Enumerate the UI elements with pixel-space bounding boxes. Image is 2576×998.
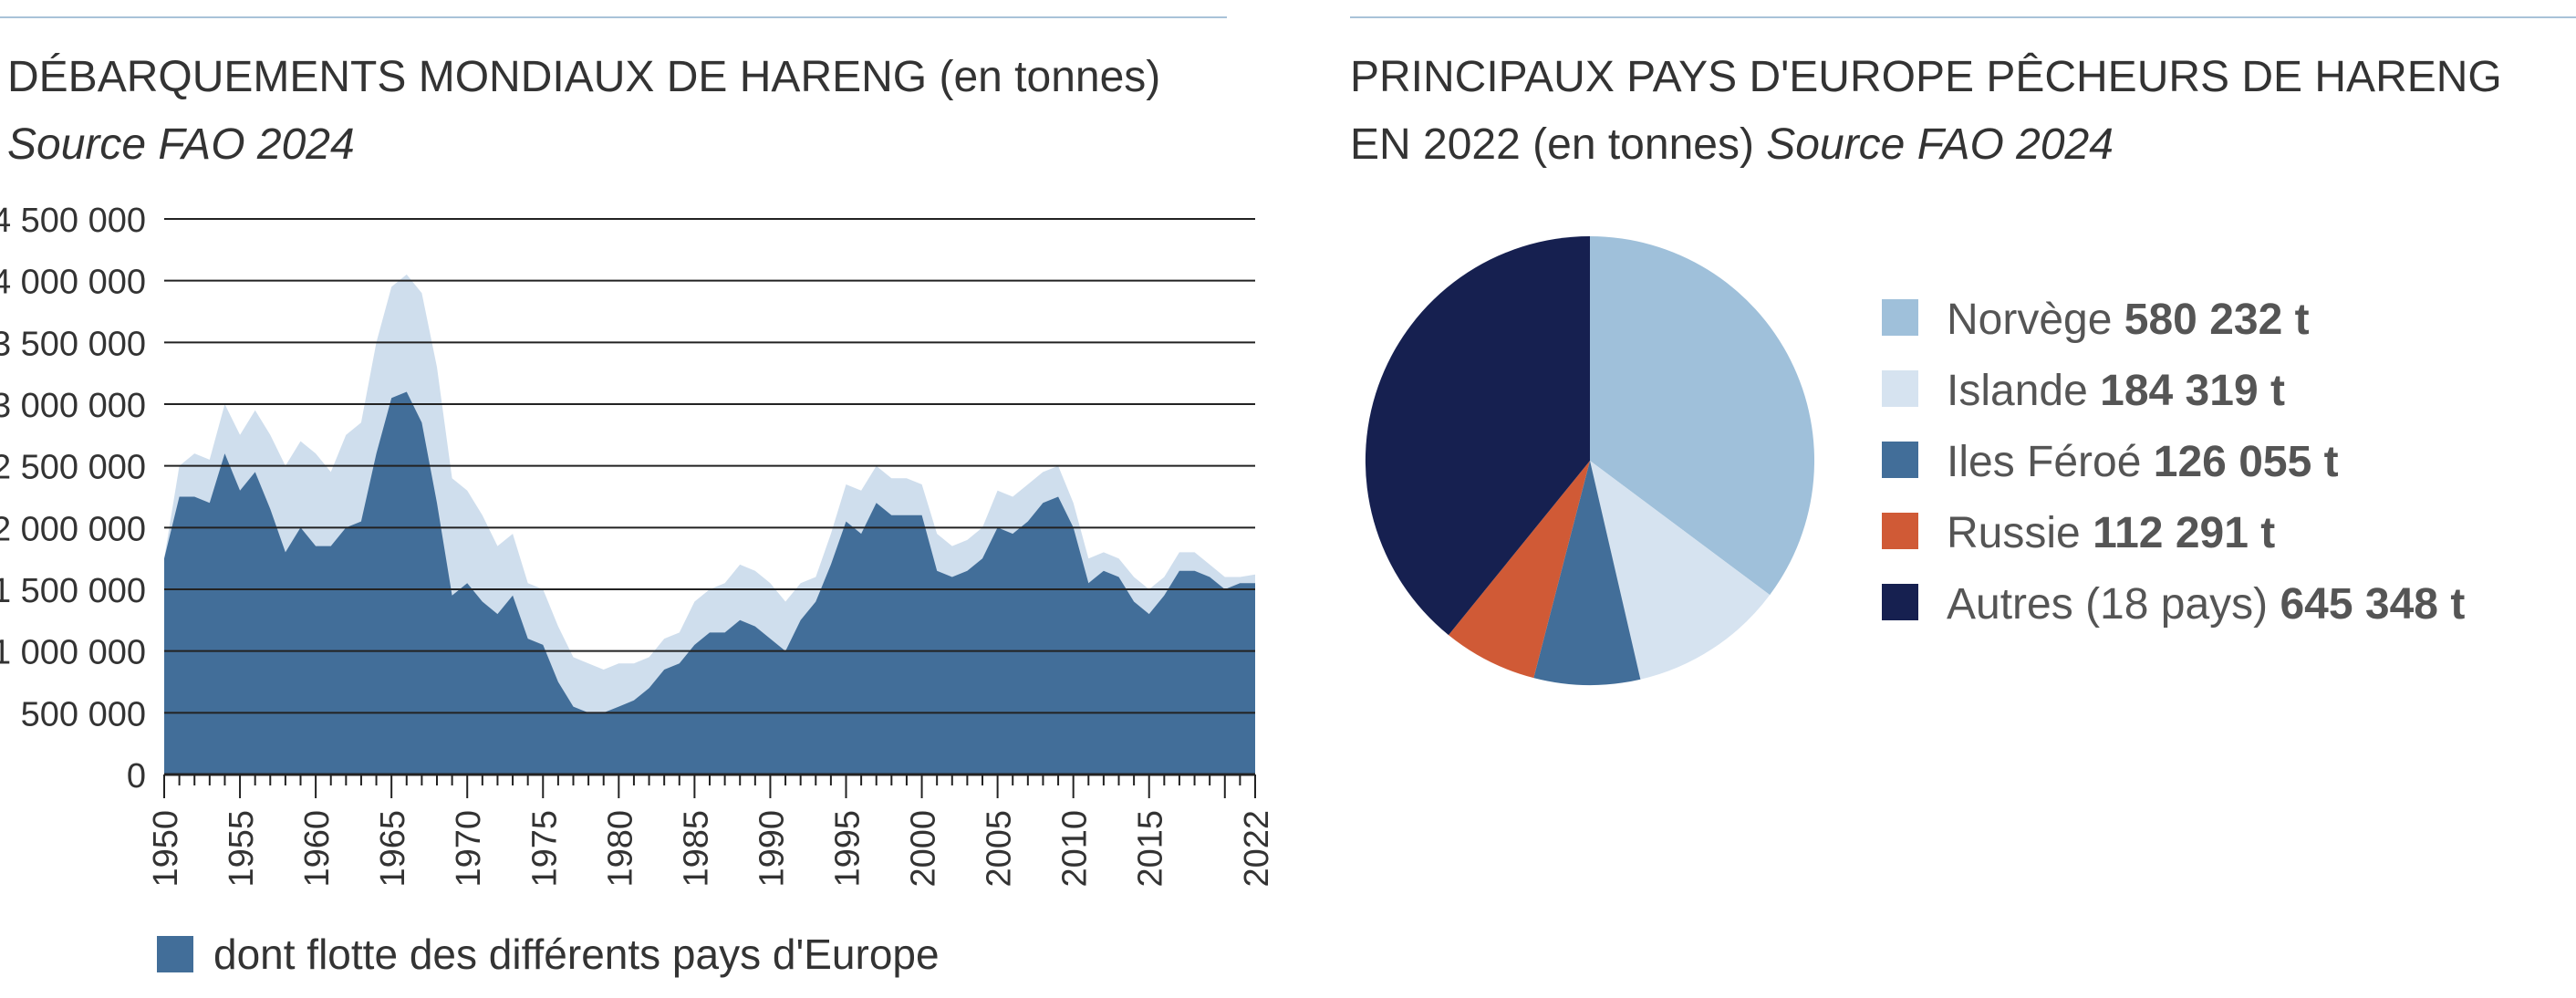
x-tick-label: 2005: [981, 810, 1019, 888]
y-tick-label: 1 500 000: [0, 572, 146, 610]
y-tick-label: 2 000 000: [0, 510, 146, 548]
legend-value: 126 055 t: [2154, 438, 2339, 486]
legend-name: Islande: [1947, 367, 2100, 415]
pie-legend: Norvège 580 232 t Islande 184 319 t Iles F…: [1882, 296, 2465, 629]
y-axis-labels: 0 500 000 1 000 000 1 500 000 2 000 000 2 500…: [0, 202, 146, 795]
legend-entry: Iles Féroé 126 055 t: [1947, 438, 2339, 486]
legend-swatch: [1882, 584, 1918, 620]
right-title-line2: EN 2022: [1350, 120, 1521, 169]
y-tick-label: 1 000 000: [0, 634, 146, 672]
x-tick-label: 1955: [223, 810, 261, 888]
legend-entry: Autres (18 pays) 645 348 t: [1947, 580, 2465, 629]
legend-entry: Islande 184 319 t: [1947, 367, 2285, 415]
x-tick-label: 1970: [450, 810, 488, 888]
right-title-source: Source FAO 2024: [1766, 120, 2114, 169]
legend-swatch: [1882, 370, 1918, 407]
x-tick-label: 1990: [753, 810, 791, 888]
right-title-line1: PRINCIPAUX PAYS D'EUROPE PÊCHEURS DE HAR…: [1350, 53, 2502, 101]
x-tick-label: 2015: [1132, 810, 1170, 888]
legend-value: 112 291 t: [2093, 509, 2275, 557]
pie-chart: [1365, 235, 1815, 685]
left-title-source: Source FAO 2024: [7, 120, 355, 169]
legend-name: Iles Féroé: [1947, 438, 2154, 486]
x-tick-label: 2022: [1238, 810, 1276, 888]
right-title-unit: (en tonnes): [1520, 120, 1767, 169]
left-title-unit: (en tonnes): [927, 53, 1161, 101]
x-tick-label: 1965: [374, 810, 412, 888]
x-tick-label: 1960: [298, 810, 337, 888]
right-chart-title: PRINCIPAUX PAYS D'EUROPE PÊCHEURS DE HAR…: [1350, 44, 2502, 179]
left-top-rule: [0, 16, 1227, 18]
legend-swatch-europe: [157, 936, 193, 972]
left-title-main: DÉBARQUEMENTS MONDIAUX DE HARENG: [7, 53, 928, 101]
y-tick-label: 500 000: [21, 695, 146, 733]
x-tick-label: 2010: [1056, 810, 1095, 888]
x-tick-label: 1980: [601, 810, 639, 888]
legend-value: 580 232 t: [2124, 296, 2310, 344]
legend-entry: Norvège 580 232 t: [1947, 296, 2310, 344]
legend-swatch: [1882, 299, 1918, 336]
area-chart: 0 500 000 1 000 000 1 500 000 2 000 000 2 500…: [0, 202, 1276, 978]
legend-value: 645 348 t: [2280, 580, 2465, 629]
x-tick-label: 1975: [525, 810, 564, 888]
pie-slice: [1590, 235, 1815, 596]
area-europe-fleet: [164, 391, 1255, 774]
legend-value: 184 319 t: [2100, 367, 2285, 415]
legend-name: Russie: [1947, 509, 2093, 557]
legend-label-europe: dont flotte des différents pays d'Europe: [213, 930, 940, 978]
y-tick-label: 3 000 000: [0, 387, 146, 425]
legend-swatch: [1882, 513, 1918, 549]
pie-slice: [1590, 461, 1771, 680]
x-tick-label: 2000: [905, 810, 943, 888]
x-tick-label: 1950: [147, 810, 185, 888]
legend-entry: Russie 112 291 t: [1947, 509, 2275, 557]
y-tick-label: 4 500 000: [0, 202, 146, 240]
y-tick-label: 0: [127, 757, 146, 795]
legend-name: Autres (18 pays): [1947, 580, 2280, 629]
pie-slice: [1365, 236, 1590, 636]
pie-slice: [1533, 461, 1641, 685]
x-axis: 1950 1955 1960 1965 1970 1975 1980 1985 1990 1995…: [147, 773, 1276, 888]
left-chart-title: DÉBARQUEMENTS MONDIAUX DE HARENG (en ton…: [7, 44, 1160, 179]
x-tick-label: 1995: [829, 810, 867, 888]
x-tick-label: 1985: [677, 810, 715, 888]
y-tick-label: 4 000 000: [0, 264, 146, 302]
y-tick-label: 2 500 000: [0, 449, 146, 487]
legend-name: Norvège: [1947, 296, 2124, 344]
pie-slice: [1449, 461, 1590, 679]
right-top-rule: [1350, 16, 2576, 18]
grid-lines: [164, 218, 1255, 714]
legend-swatch: [1882, 442, 1918, 478]
y-tick-label: 3 500 000: [0, 325, 146, 363]
